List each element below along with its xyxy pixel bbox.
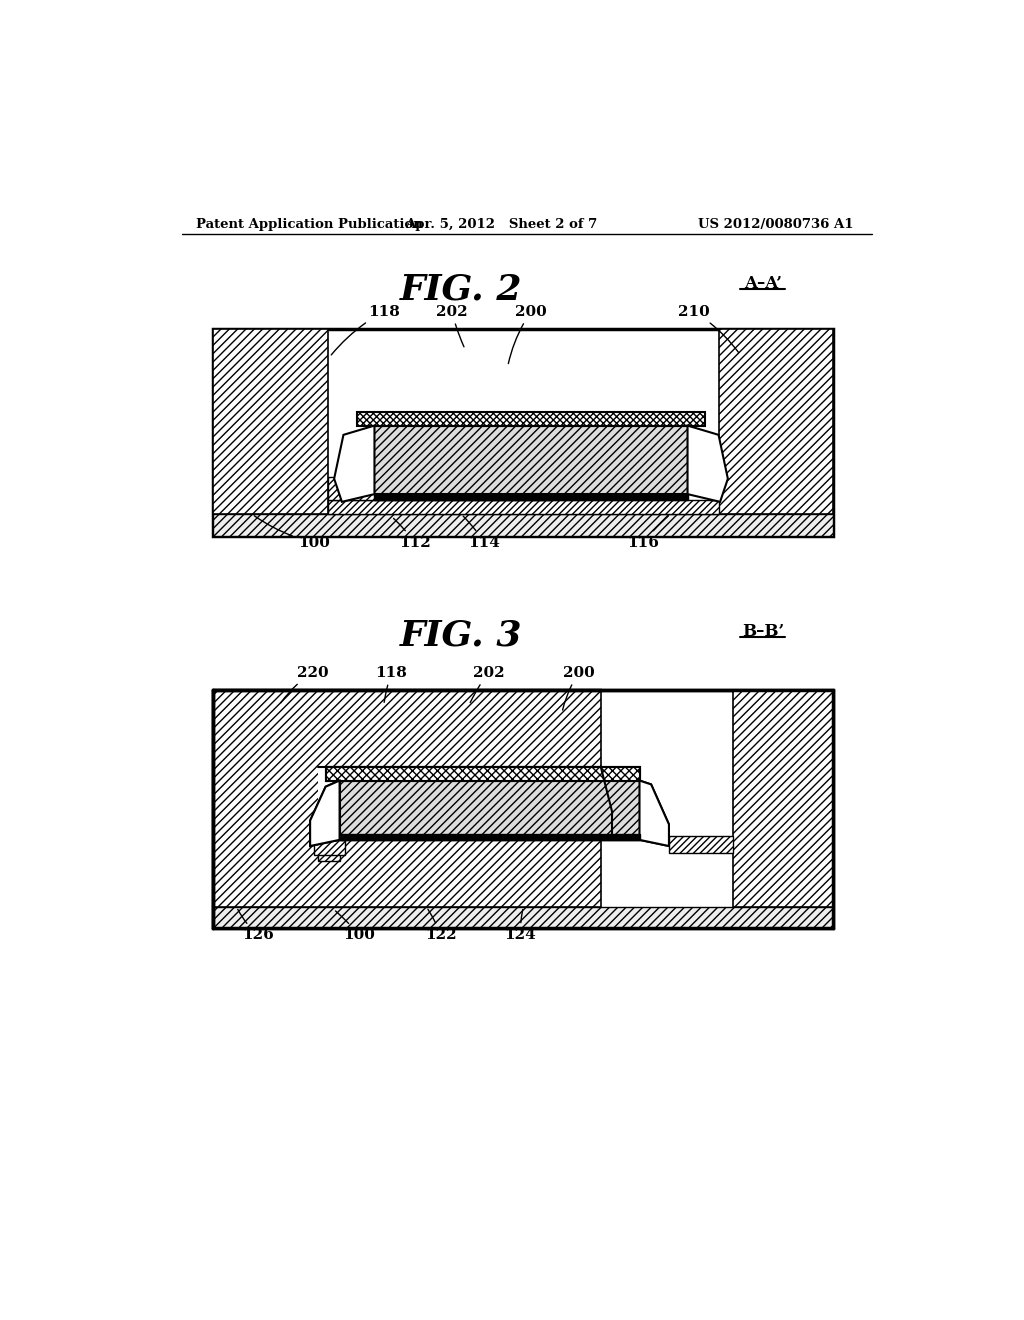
Bar [213, 515, 834, 536]
Text: 100: 100 [254, 516, 330, 549]
Text: 122: 122 [425, 909, 457, 942]
Text: 202: 202 [470, 665, 504, 702]
Text: FIG. 2: FIG. 2 [400, 272, 522, 306]
Text: 200: 200 [562, 665, 595, 710]
Bar [213, 689, 601, 907]
Text: 220: 220 [281, 665, 329, 702]
Text: FIG. 3: FIG. 3 [400, 619, 522, 653]
Bar [719, 330, 834, 513]
Bar [317, 767, 641, 840]
Bar [213, 330, 834, 536]
Polygon shape [640, 780, 669, 846]
Text: Patent Application Publication: Patent Application Publication [197, 218, 423, 231]
Bar [357, 412, 705, 425]
Polygon shape [310, 780, 340, 846]
Bar [314, 840, 345, 855]
Text: US 2012/0080736 A1: US 2012/0080736 A1 [697, 218, 853, 231]
Text: 118: 118 [376, 665, 408, 702]
Text: 202: 202 [436, 305, 468, 347]
Text: 124: 124 [504, 909, 536, 942]
Text: 200: 200 [508, 305, 547, 363]
Bar [326, 767, 640, 780]
Polygon shape [640, 780, 669, 846]
Bar [213, 907, 834, 928]
Bar [340, 834, 640, 840]
Text: A–A’: A–A’ [744, 276, 782, 293]
Bar [340, 834, 640, 840]
Text: 210: 210 [678, 305, 738, 352]
Text: 112: 112 [393, 519, 431, 549]
Polygon shape [687, 425, 728, 502]
Bar [669, 836, 732, 853]
Text: Apr. 5, 2012   Sheet 2 of 7: Apr. 5, 2012 Sheet 2 of 7 [406, 218, 598, 231]
Text: 118: 118 [331, 305, 399, 355]
Bar [732, 689, 834, 907]
Bar [711, 478, 719, 500]
Bar [317, 840, 340, 862]
Bar [213, 689, 834, 928]
Bar [326, 767, 640, 780]
Text: B–B’: B–B’ [742, 623, 784, 640]
Text: 126: 126 [238, 909, 274, 942]
Bar [375, 494, 687, 500]
Text: 116: 116 [628, 516, 669, 549]
Polygon shape [310, 780, 340, 846]
Polygon shape [334, 425, 375, 502]
Bar [213, 330, 328, 513]
Bar [328, 478, 551, 500]
Text: 100: 100 [336, 911, 375, 942]
Bar [328, 500, 719, 513]
Bar [340, 780, 640, 840]
Bar [340, 780, 640, 840]
Text: 114: 114 [463, 516, 501, 549]
Bar [375, 425, 687, 494]
